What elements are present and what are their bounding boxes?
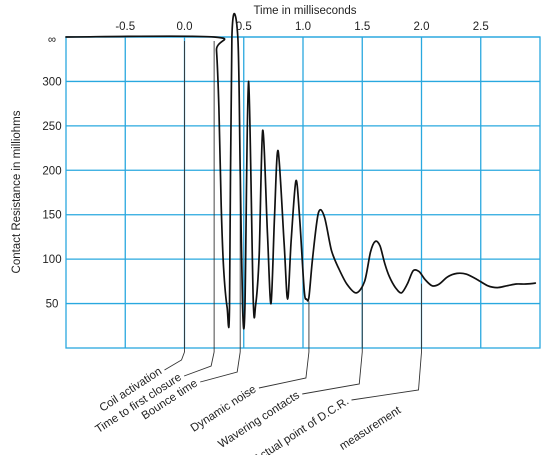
annotation-leader — [183, 351, 215, 377]
annotation-label: Actual point of D.C.R. — [252, 395, 351, 455]
y-tick-labels: 50 100 150 200 250 300 ∞ — [42, 34, 61, 311]
y-axis-title: Contact Resistance in milliohms — [11, 110, 23, 273]
x-tick-label: 0.5 — [236, 21, 252, 33]
grid-lines — [65, 36, 541, 349]
annotation-leader — [351, 351, 422, 401]
annotation-leader — [302, 351, 363, 395]
x-tick-labels: -0.5 0.0 0.5 1.0 1.5 2.0 2.5 — [115, 21, 488, 33]
trace-layer — [65, 12, 537, 330]
annotation-leader — [164, 351, 185, 371]
y-tick-label: 250 — [42, 121, 61, 133]
x-tick-label: 2.0 — [414, 21, 430, 33]
y-tick-label: 300 — [42, 76, 61, 88]
x-tick-label: 1.5 — [354, 21, 370, 33]
y-tick-label: 100 — [42, 254, 61, 266]
x-tick-label: -0.5 — [115, 21, 135, 33]
y-tick-label: 50 — [46, 299, 59, 311]
x-tick-label: 1.0 — [295, 21, 311, 33]
y-tick-label: 200 — [42, 165, 61, 177]
y-tick-label: 150 — [42, 210, 61, 222]
annotation-leader — [200, 351, 241, 383]
annotation-label: measurement — [338, 404, 404, 453]
resistance-trace — [65, 12, 537, 330]
x-tick-label: 0.0 — [177, 21, 193, 33]
y-tick-label-infinity: ∞ — [48, 34, 56, 46]
x-axis-title: Time in milliseconds — [253, 5, 356, 17]
x-tick-label: 2.5 — [473, 21, 489, 33]
annotation-leader — [258, 351, 310, 389]
